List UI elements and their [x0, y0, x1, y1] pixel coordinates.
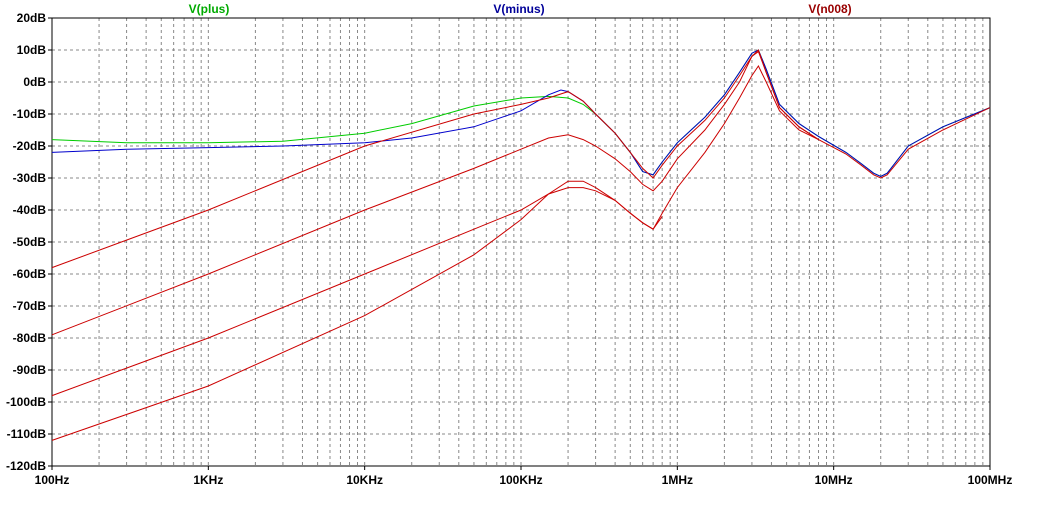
y-tick-label: -80dB	[13, 331, 47, 345]
legend-label: V(plus)	[189, 2, 230, 16]
y-tick-label: -120dB	[6, 459, 46, 473]
y-tick-label: -70dB	[13, 299, 47, 313]
series-line	[51, 65, 819, 397]
series-line	[51, 49, 991, 177]
y-tick-label: 20dB	[17, 11, 47, 25]
plot-grid	[51, 17, 990, 467]
y-tick-label: -20dB	[13, 139, 47, 153]
x-tick-label: 1KHz	[193, 473, 223, 487]
y-tick-label: 10dB	[17, 43, 47, 57]
y-tick-label: 0dB	[23, 75, 46, 89]
y-tick-label: -10dB	[13, 107, 47, 121]
y-tick-label: -60dB	[13, 267, 47, 281]
x-tick-label: 100MHz	[968, 473, 1013, 487]
y-tick-label: -90dB	[13, 363, 47, 377]
y-tick-label: -100dB	[6, 395, 46, 409]
series-line	[51, 180, 663, 441]
y-tick-label: -50dB	[13, 235, 47, 249]
y-tick-label: -40dB	[13, 203, 47, 217]
legend-label: V(n008)	[808, 2, 851, 16]
x-tick-label: 10MHz	[815, 473, 853, 487]
y-tick-label: -30dB	[13, 171, 47, 185]
series-line	[51, 50, 991, 269]
legend: V(plus) V(minus) V(n008)	[189, 2, 852, 16]
legend-label: V(minus)	[493, 2, 544, 16]
series-line	[51, 49, 819, 336]
x-tick-label: 100KHz	[499, 473, 542, 487]
series-layer	[51, 49, 991, 441]
y-tick-label: -110dB	[7, 427, 47, 441]
x-tick-label: 100Hz	[35, 473, 70, 487]
x-tick-label: 1MHz	[662, 473, 693, 487]
x-tick-label: 10KHz	[346, 473, 383, 487]
tick-labels: 20dB 10dB 0dB -10dB -20dB -30dB -40dB -50dB -60d…	[6, 11, 1012, 487]
